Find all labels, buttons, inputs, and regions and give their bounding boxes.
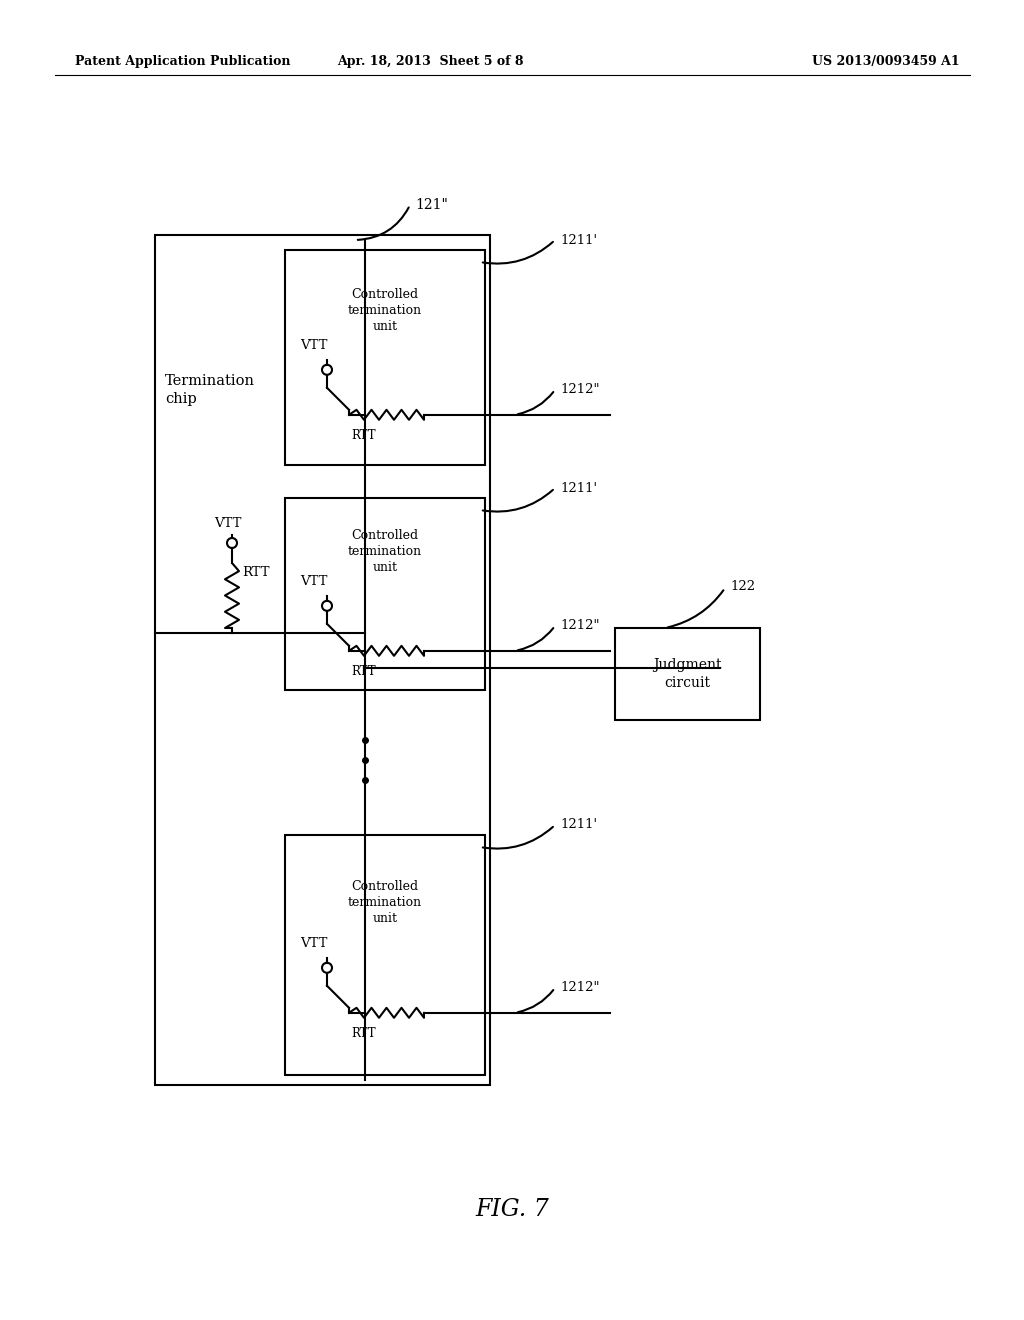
Text: Apr. 18, 2013  Sheet 5 of 8: Apr. 18, 2013 Sheet 5 of 8 xyxy=(337,55,523,69)
Text: VTT: VTT xyxy=(300,339,328,352)
Text: 1211': 1211' xyxy=(560,818,597,832)
Text: Controlled
termination
unit: Controlled termination unit xyxy=(348,288,422,333)
Bar xyxy=(285,249,485,465)
Text: Controlled
termination
unit: Controlled termination unit xyxy=(348,879,422,925)
Bar xyxy=(285,836,485,1074)
Text: RTT: RTT xyxy=(242,566,269,579)
Text: RTT: RTT xyxy=(351,1027,376,1040)
Text: Patent Application Publication: Patent Application Publication xyxy=(75,55,291,69)
Text: 122: 122 xyxy=(730,579,755,593)
Text: FIG. 7: FIG. 7 xyxy=(475,1199,549,1221)
Text: 1211': 1211' xyxy=(560,234,597,247)
Text: RTT: RTT xyxy=(351,429,376,442)
Text: 1212": 1212" xyxy=(560,619,599,632)
Text: Controlled
termination
unit: Controlled termination unit xyxy=(348,529,422,574)
Text: Termination
chip: Termination chip xyxy=(165,374,255,407)
Text: VTT: VTT xyxy=(214,517,242,531)
Text: VTT: VTT xyxy=(300,574,328,587)
Text: VTT: VTT xyxy=(300,937,328,950)
Text: 1212": 1212" xyxy=(560,981,599,994)
Text: US 2013/0093459 A1: US 2013/0093459 A1 xyxy=(812,55,961,69)
Text: Judgment
circuit: Judgment circuit xyxy=(653,657,722,690)
Text: 121": 121" xyxy=(415,198,447,213)
Text: 1211': 1211' xyxy=(560,482,597,495)
Bar xyxy=(615,628,760,719)
Text: 1212": 1212" xyxy=(560,383,599,396)
Bar xyxy=(155,235,490,1085)
Text: RTT: RTT xyxy=(351,665,376,678)
Bar xyxy=(285,498,485,690)
